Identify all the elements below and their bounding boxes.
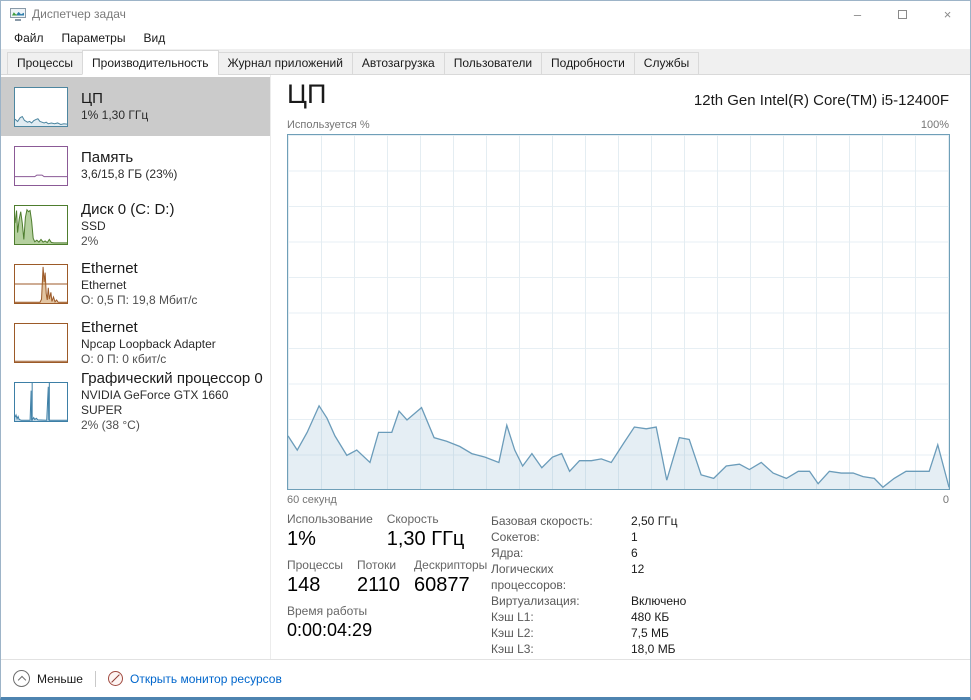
maximize-button[interactable] bbox=[880, 1, 925, 27]
sidebar-item-detail2: 2% (38 °C) bbox=[81, 418, 140, 432]
menu-file[interactable]: Файл bbox=[14, 31, 44, 45]
tab-app-history[interactable]: Журнал приложений bbox=[217, 52, 353, 75]
gpu-sparkline bbox=[14, 381, 68, 422]
stat-handles: Дескрипторы 60877 bbox=[414, 558, 488, 596]
sidebar-item-cpu[interactable]: ЦП 1% 1,30 ГГц bbox=[1, 77, 270, 136]
sidebar-item-title: Память bbox=[81, 149, 134, 166]
stat-base-speed: Базовая скорость: 2,50 ГГц bbox=[491, 514, 678, 528]
loopback-sparkline bbox=[14, 322, 68, 363]
cpu-stats-left: Использование 1% Скорость 1,30 ГГц Проце… bbox=[287, 512, 487, 641]
tab-processes[interactable]: Процессы bbox=[7, 52, 84, 75]
stat-logical-processors: Логических процессоров: 12 bbox=[491, 562, 645, 592]
sidebar-item-title: ЦП bbox=[81, 90, 103, 107]
open-resource-monitor[interactable]: Открыть монитор ресурсов bbox=[107, 671, 282, 686]
stat-virtualization: Виртуализация: Включено bbox=[491, 594, 687, 608]
cpu-stats-right: Базовая скорость: 2,50 ГГц Сокетов: 1 Ядра… bbox=[491, 513, 686, 657]
memory-sparkline bbox=[14, 145, 68, 186]
sidebar-item-detail: 3,6/15,8 ГБ (23%) bbox=[81, 167, 178, 181]
tab-services[interactable]: Службы bbox=[633, 52, 700, 75]
resmon-link: Открыть монитор ресурсов bbox=[129, 671, 282, 686]
y-axis-label: Используется % bbox=[287, 119, 370, 131]
performance-sidebar: ЦП 1% 1,30 ГГц Память 3,6/15,8 ГБ (23%) … bbox=[1, 75, 271, 659]
cpu-model: 12th Gen Intel(R) Core(TM) i5-12400F bbox=[693, 92, 949, 109]
window-title: Диспетчер задач bbox=[32, 7, 126, 21]
stat-threads: Потоки 2110 bbox=[357, 558, 401, 596]
chevron-up-circle-icon bbox=[13, 670, 30, 687]
tab-performance[interactable]: Производительность bbox=[82, 50, 219, 75]
sidebar-item-detail: Npcap Loopback Adapter bbox=[81, 336, 216, 351]
sidebar-item-detail2: 2% bbox=[81, 233, 99, 248]
menu-options[interactable]: Параметры bbox=[61, 31, 126, 45]
stat-cache-l1: Кэш L1: 480 КБ bbox=[491, 610, 670, 624]
resource-monitor-icon bbox=[107, 671, 123, 686]
fewer-details-button[interactable]: Меньше bbox=[13, 670, 83, 687]
tab-startup[interactable]: Автозагрузка bbox=[351, 52, 445, 75]
cpu-performance-panel: ЦП 12th Gen Intel(R) Core(TM) i5-12400F … bbox=[271, 75, 970, 659]
x-axis-right-label: 0 bbox=[942, 494, 949, 506]
minimize-button[interactable]: – bbox=[853, 6, 862, 22]
sidebar-item-ethernet2[interactable]: Ethernet Npcap Loopback Adapter О: 0 П: … bbox=[1, 313, 270, 372]
panel-title: ЦП bbox=[287, 79, 327, 109]
tab-details[interactable]: Подробности bbox=[541, 52, 635, 75]
tab-strip: Процессы Производительность Журнал прило… bbox=[1, 49, 970, 75]
cpu-usage-chart bbox=[287, 134, 950, 490]
sidebar-item-title: Ethernet bbox=[81, 259, 138, 277]
tab-users[interactable]: Пользователи bbox=[443, 52, 543, 75]
maximize-icon bbox=[898, 9, 907, 19]
sidebar-item-title: Графический процессор 0 bbox=[81, 370, 263, 387]
sidebar-item-ethernet1[interactable]: Ethernet Ethernet О: 0,5 П: 19,8 Мбит/с bbox=[1, 254, 270, 313]
sidebar-item-detail2: О: 0 П: 0 кбит/с bbox=[81, 351, 167, 366]
ethernet-sparkline bbox=[14, 263, 68, 304]
footer-bar: Меньше Открыть монитор ресурсов bbox=[1, 659, 970, 697]
sidebar-item-detail2: О: 0,5 П: 19,8 Мбит/с bbox=[81, 292, 198, 307]
sidebar-item-detail: SSD bbox=[81, 218, 106, 233]
stat-cores: Ядра: 6 bbox=[491, 546, 638, 560]
menu-view[interactable]: Вид bbox=[143, 31, 166, 45]
stat-sockets: Сокетов: 1 bbox=[491, 530, 638, 544]
sidebar-item-title: Диск 0 (C: D:) bbox=[81, 200, 175, 218]
stat-utilization: Использование 1% bbox=[287, 512, 373, 550]
stat-speed: Скорость 1,30 ГГц bbox=[386, 512, 465, 550]
sidebar-item-detail: NVIDIA GeForce GTX 1660 SUPER bbox=[81, 388, 229, 417]
sidebar-item-detail: Ethernet bbox=[81, 277, 127, 292]
footer-divider bbox=[94, 670, 96, 687]
sidebar-item-memory[interactable]: Память 3,6/15,8 ГБ (23%) bbox=[1, 136, 270, 195]
stat-cache-l3: Кэш L3: 18,0 МБ bbox=[491, 642, 676, 656]
sidebar-item-disk0[interactable]: Диск 0 (C: D:) SSD 2% bbox=[1, 195, 270, 254]
stat-processes: Процессы 148 bbox=[287, 558, 344, 596]
app-icon bbox=[10, 7, 26, 21]
sidebar-item-title: Ethernet bbox=[81, 318, 138, 336]
cpu-sparkline bbox=[14, 86, 68, 127]
stat-cache-l2: Кэш L2: 7,5 МБ bbox=[491, 626, 669, 640]
sidebar-item-gpu0[interactable]: Графический процессор 0 NVIDIA GeForce G… bbox=[1, 370, 270, 432]
sidebar-item-detail: 1% 1,30 ГГц bbox=[81, 108, 149, 122]
x-axis-left-label: 60 секунд bbox=[287, 494, 337, 506]
close-button[interactable]: × bbox=[943, 6, 952, 22]
title-bar: Диспетчер задач – × bbox=[1, 1, 970, 27]
y-axis-max-label: 100% bbox=[920, 119, 949, 131]
stat-uptime: Время работы 0:00:04:29 bbox=[287, 604, 373, 640]
disk-sparkline bbox=[14, 204, 68, 245]
menu-bar: Файл Параметры Вид bbox=[1, 27, 970, 49]
